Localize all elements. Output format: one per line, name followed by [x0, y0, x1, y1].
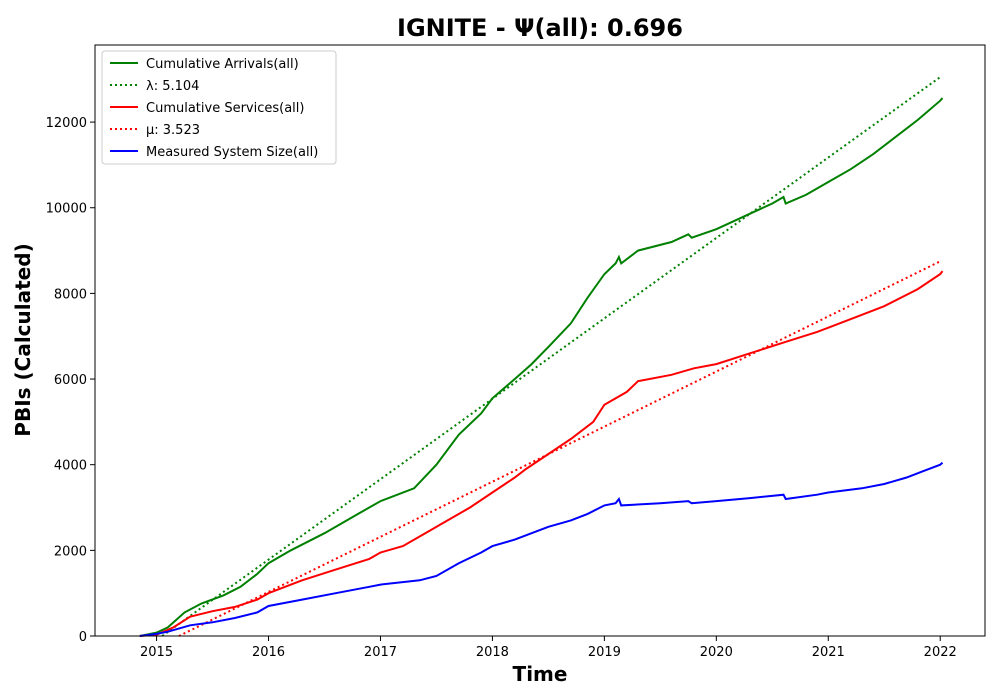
x-tick-label-2: 2017: [364, 645, 397, 660]
y-tick-label-3: 6000: [54, 373, 87, 388]
y-tick-label-5: 10000: [46, 202, 87, 217]
series-line-3: [178, 260, 941, 637]
y-tick-label-2: 4000: [54, 459, 87, 474]
legend-label-2: Cumulative Services(all): [146, 101, 304, 116]
plot-lines: [139, 76, 944, 637]
x-tick-label-3: 2018: [476, 645, 509, 660]
x-tick-label-1: 2016: [252, 645, 285, 660]
x-tick-label-7: 2022: [924, 645, 957, 660]
x-axis-label: Time: [513, 662, 568, 686]
legend-box: [101, 50, 337, 165]
y-tick-label-6: 12000: [46, 116, 87, 131]
legend: Cumulative Arrivals(all) λ: 5.104 Cumulati…: [101, 50, 337, 165]
x-tick-label-6: 2021: [812, 645, 845, 660]
series-line-2: [139, 270, 944, 637]
y-tick-label-0: 0: [79, 630, 87, 645]
y-tick-label-1: 2000: [54, 544, 87, 559]
x-tick-label-4: 2019: [588, 645, 621, 660]
legend-label-3: μ: 3.523: [146, 123, 200, 138]
x-tick-label-0: 2015: [140, 645, 173, 660]
x-tick-label-5: 2020: [700, 645, 733, 660]
x-axis-ticks: 2015 2016 2017 2018 2019 2020 2021 2022: [140, 636, 957, 660]
y-axis-label: PBIs (Calculated): [11, 243, 35, 436]
chart-title: IGNITE - Ψ(all): 0.696: [397, 14, 683, 42]
series-line-0: [139, 97, 944, 637]
plot-frame: [94, 44, 986, 637]
y-tick-label-4: 8000: [54, 287, 87, 302]
y-axis-ticks: 0 2000 4000 6000 8000 10000 12000: [46, 116, 95, 645]
legend-label-1: λ: 5.104: [146, 79, 199, 94]
legend-label-4: Measured System Size(all): [146, 145, 318, 160]
legend-label-0: Cumulative Arrivals(all): [146, 57, 299, 72]
series-line-4: [139, 461, 944, 637]
